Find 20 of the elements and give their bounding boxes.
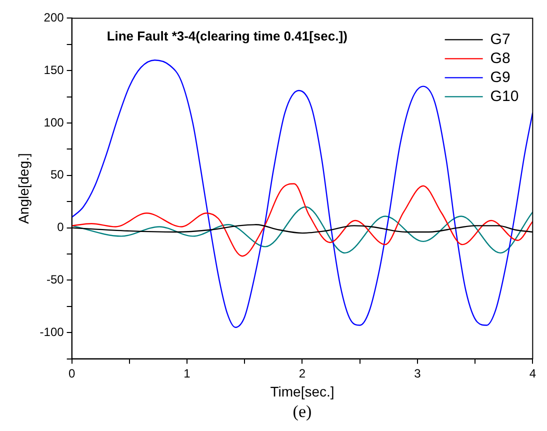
y-tick-label: 100 <box>44 115 64 130</box>
y-tick-label: 50 <box>50 168 64 182</box>
x-tick-label: 4 <box>529 366 536 380</box>
x-tick-label: 3 <box>414 366 422 380</box>
y-tick-label: 150 <box>44 62 64 77</box>
x-axis-title: Time[sec.] <box>270 383 334 400</box>
y-tick-label: 0 <box>57 220 64 234</box>
x-tick-label: 2 <box>298 366 306 380</box>
x-tick-label: 1 <box>184 366 191 380</box>
y-tick-label: -50 <box>46 272 64 287</box>
y-tick-label: 200 <box>44 10 64 25</box>
legend-label: G8 <box>490 50 510 67</box>
legend-label: G7 <box>490 30 510 48</box>
y-tick-label: -100 <box>40 324 64 339</box>
x-tick-label: 0 <box>68 366 76 380</box>
text: Line Fault *3-4(clearing time 0.41[sec.]) <box>106 28 348 44</box>
legend-label: G9 <box>490 68 510 86</box>
legend-label: G10 <box>490 88 519 105</box>
y-axis-title: Angle[deg.] <box>15 153 32 224</box>
text: (e) <box>292 402 312 421</box>
